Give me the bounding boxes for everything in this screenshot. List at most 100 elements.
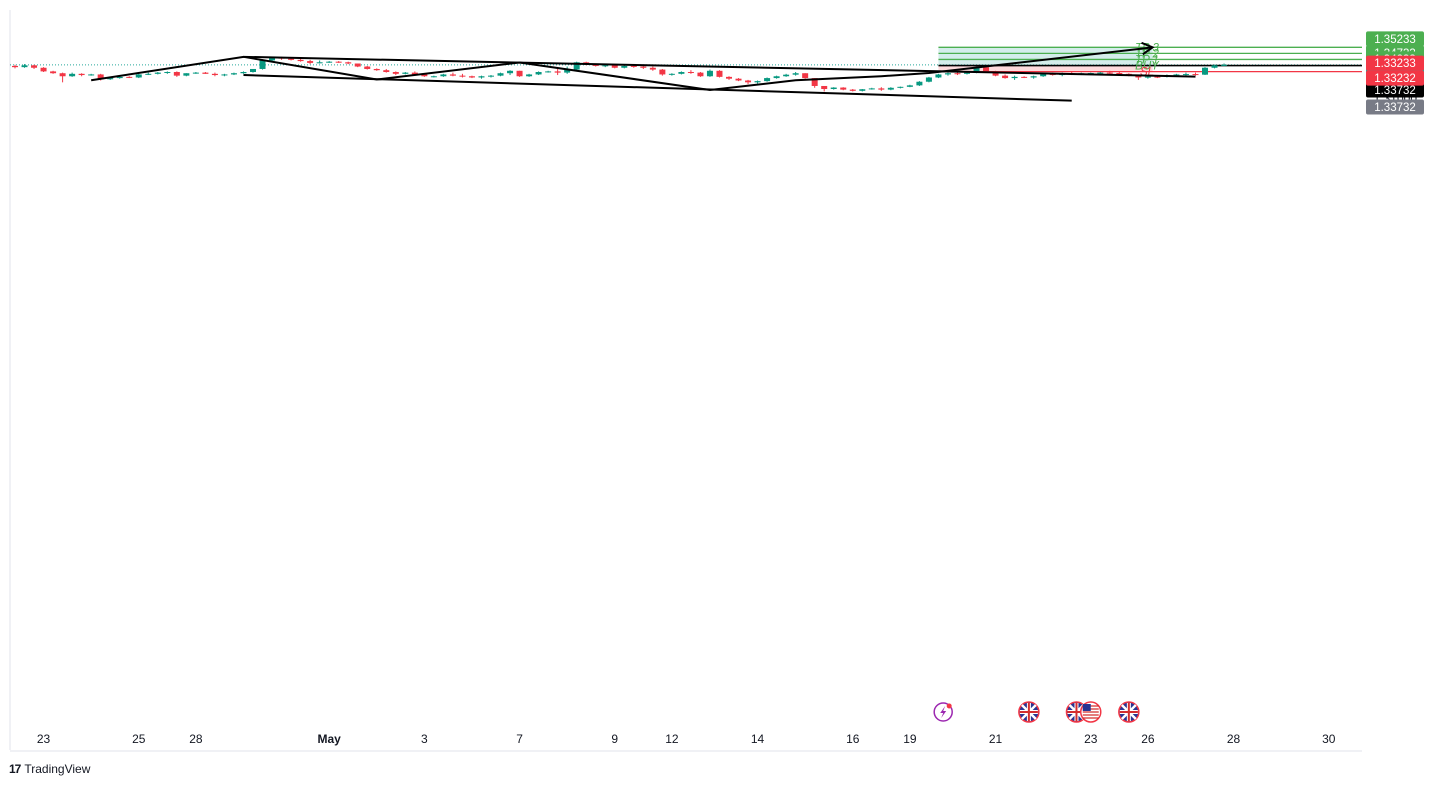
candle [459,73,466,78]
price-tag: 1.33232 [1366,70,1424,86]
candle-body [868,88,875,90]
candle-body [726,76,732,79]
candle [1211,64,1218,69]
candle [497,72,504,77]
candle [507,70,514,76]
x-axis-tick: 28 [189,732,203,746]
candle-body [954,73,961,75]
candle-body [250,68,256,73]
candle-body [307,61,314,63]
uk-flag-icon[interactable] [1018,701,1040,723]
candle-body [897,86,904,88]
candle-body [706,70,713,77]
candle [1202,67,1208,76]
candle-body [935,74,942,78]
candle-body [50,71,57,74]
candle-body [192,72,199,74]
candle [1002,74,1009,79]
candle [1116,71,1123,75]
candle-body [88,74,95,76]
lightning-icon[interactable] [933,702,953,722]
candle-body [12,65,18,68]
x-axis-tick: 12 [665,732,679,746]
candle-body [545,71,552,73]
candle [925,76,932,83]
candle-body [716,70,723,77]
candle [754,80,761,84]
candle-body [783,74,790,77]
candle-body [221,74,228,76]
candle-body [678,72,685,74]
candle-body [611,65,618,68]
candle-body [497,73,504,76]
candle-body [402,72,409,74]
x-axis-tick: 23 [37,732,51,746]
candle [69,72,76,77]
candle-body [392,72,399,74]
candle-body [230,73,237,75]
candle [678,71,685,75]
candle [849,89,856,92]
candle-body [992,71,999,76]
price-tag-text: 1.33732 [1374,85,1416,97]
uk-flag-icon[interactable] [1118,701,1140,723]
candle-body [1135,75,1142,78]
candle-body [202,72,209,74]
candle-body [421,74,428,77]
candle [31,64,38,69]
candle-body [21,65,28,68]
candle [1011,75,1018,80]
candle-body [764,78,771,82]
candle-body [973,67,980,73]
candle [621,65,628,69]
x-axis-tick: 21 [989,732,1003,746]
candle [649,66,656,71]
us-flag-icon[interactable] [1080,701,1102,723]
candle [202,72,209,74]
tradingview-brand[interactable]: 17 TradingView [9,762,90,776]
candle-body [145,73,152,75]
candle [183,73,190,77]
price-tag-bg [1366,70,1424,86]
candle-body [630,65,637,67]
candle-body [69,73,76,77]
candle [392,71,399,76]
candle [164,71,171,74]
candle [545,70,552,73]
price-tag-text: 1.33233 [1374,58,1416,70]
candle-body [887,87,894,90]
candle [173,71,180,77]
candle [764,77,771,82]
candle-body [1182,74,1189,76]
candle [335,61,342,63]
candle-body [135,74,142,78]
candle [1106,70,1113,74]
candle [59,72,66,83]
candle-body [288,58,295,60]
candle-body [259,60,266,69]
candle [792,72,799,76]
candle-body [164,72,171,74]
candle [821,85,828,92]
candle-body [240,72,247,74]
candle-body [383,70,390,73]
candle-body [40,67,47,72]
candle [716,70,723,78]
price-tag-bg [1366,55,1424,71]
candle-body [1106,72,1113,74]
candle-body [802,73,809,79]
candle-body [116,76,123,79]
candle-body [697,72,704,77]
candle-body [640,66,647,68]
candle-body [773,76,780,79]
x-axis-tick: 7 [516,732,523,746]
candle-body [906,85,913,87]
x-axis-tick: May [317,732,341,746]
candle [668,73,675,76]
candle [1144,76,1151,79]
tradingview-logo-icon: 17 [9,762,21,776]
candle [830,87,837,90]
candle [135,73,142,79]
